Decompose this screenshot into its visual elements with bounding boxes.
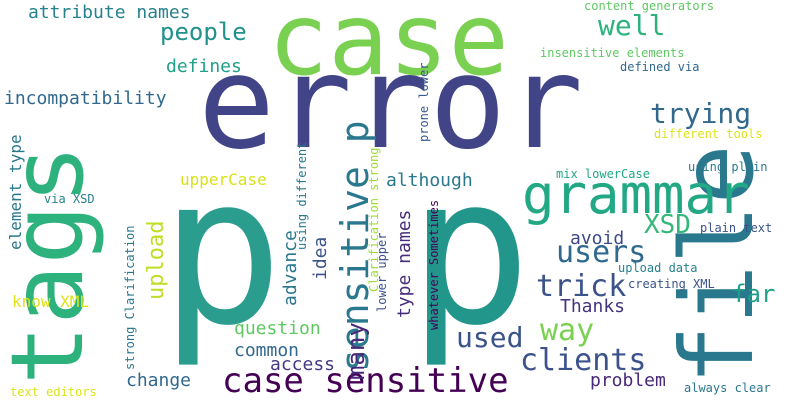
word-idea: idea <box>310 236 331 280</box>
word-via-xsd: via XSD <box>44 192 95 206</box>
word-avoid: avoid <box>570 228 625 249</box>
word-xsd: XSD <box>644 210 691 240</box>
word-upload-data: upload data <box>618 261 698 275</box>
word-strong-clarification: strong Clarification <box>123 225 137 371</box>
word-error: error <box>198 29 584 178</box>
word-many: many <box>342 322 370 380</box>
word-always-clear: always clear <box>684 381 771 395</box>
word-question: question <box>234 318 321 339</box>
word-grammar: grammar <box>522 163 750 226</box>
word-creating-xml: creating XML <box>628 277 715 291</box>
word-incompatibility: incompatibility <box>4 88 167 109</box>
word-case-sensitive: case sensitive <box>222 361 509 400</box>
word-change: change <box>126 370 192 391</box>
word-far: far <box>732 280 776 308</box>
word-used: used <box>456 321 524 354</box>
word-upload: upload <box>144 220 169 300</box>
word-trick: trick <box>536 269 627 304</box>
word-using-plain: using plain <box>688 160 768 174</box>
word-defined-via: defined via <box>620 60 700 74</box>
word-defines: defines <box>166 56 242 77</box>
word-mix-lowercase: mix lowerCase <box>556 167 650 181</box>
word-way: way <box>540 313 595 348</box>
word-common: common <box>234 340 300 361</box>
word-element-type: element type <box>6 134 25 250</box>
word-using-different: using different <box>295 141 309 250</box>
word-users: users <box>556 235 647 270</box>
word-uppercase: upperCase <box>180 170 267 189</box>
word-attribute-names: attribute names <box>28 2 191 23</box>
word-text-editors: text editors <box>10 385 97 399</box>
word-case: case <box>268 0 509 98</box>
word-problem: problem <box>590 370 666 391</box>
word-p-left: p <box>160 133 284 371</box>
word-insensitive-elements: insensitive elements <box>540 46 685 60</box>
word-lower-upper: lower upper <box>375 232 389 312</box>
word-people: people <box>160 18 247 46</box>
word-trying: trying <box>650 97 752 130</box>
word-content-generators: content generators <box>584 0 715 13</box>
word-different-tools: different tools <box>654 127 763 141</box>
word-know-xml: know XML <box>12 292 90 311</box>
word-p-right: p <box>408 133 532 371</box>
word-although: although <box>386 170 473 191</box>
word-well: well <box>598 9 666 42</box>
word-whatever-sometimes: whatever Sometimes <box>427 199 441 330</box>
word-prone-lower: prone lower <box>417 62 431 142</box>
word-access: access <box>270 354 336 375</box>
word-type-names: type names <box>394 209 415 318</box>
word-clients: clients <box>520 343 647 378</box>
word-plain-text: plain text <box>700 221 773 235</box>
word-thanks: Thanks <box>560 296 626 317</box>
